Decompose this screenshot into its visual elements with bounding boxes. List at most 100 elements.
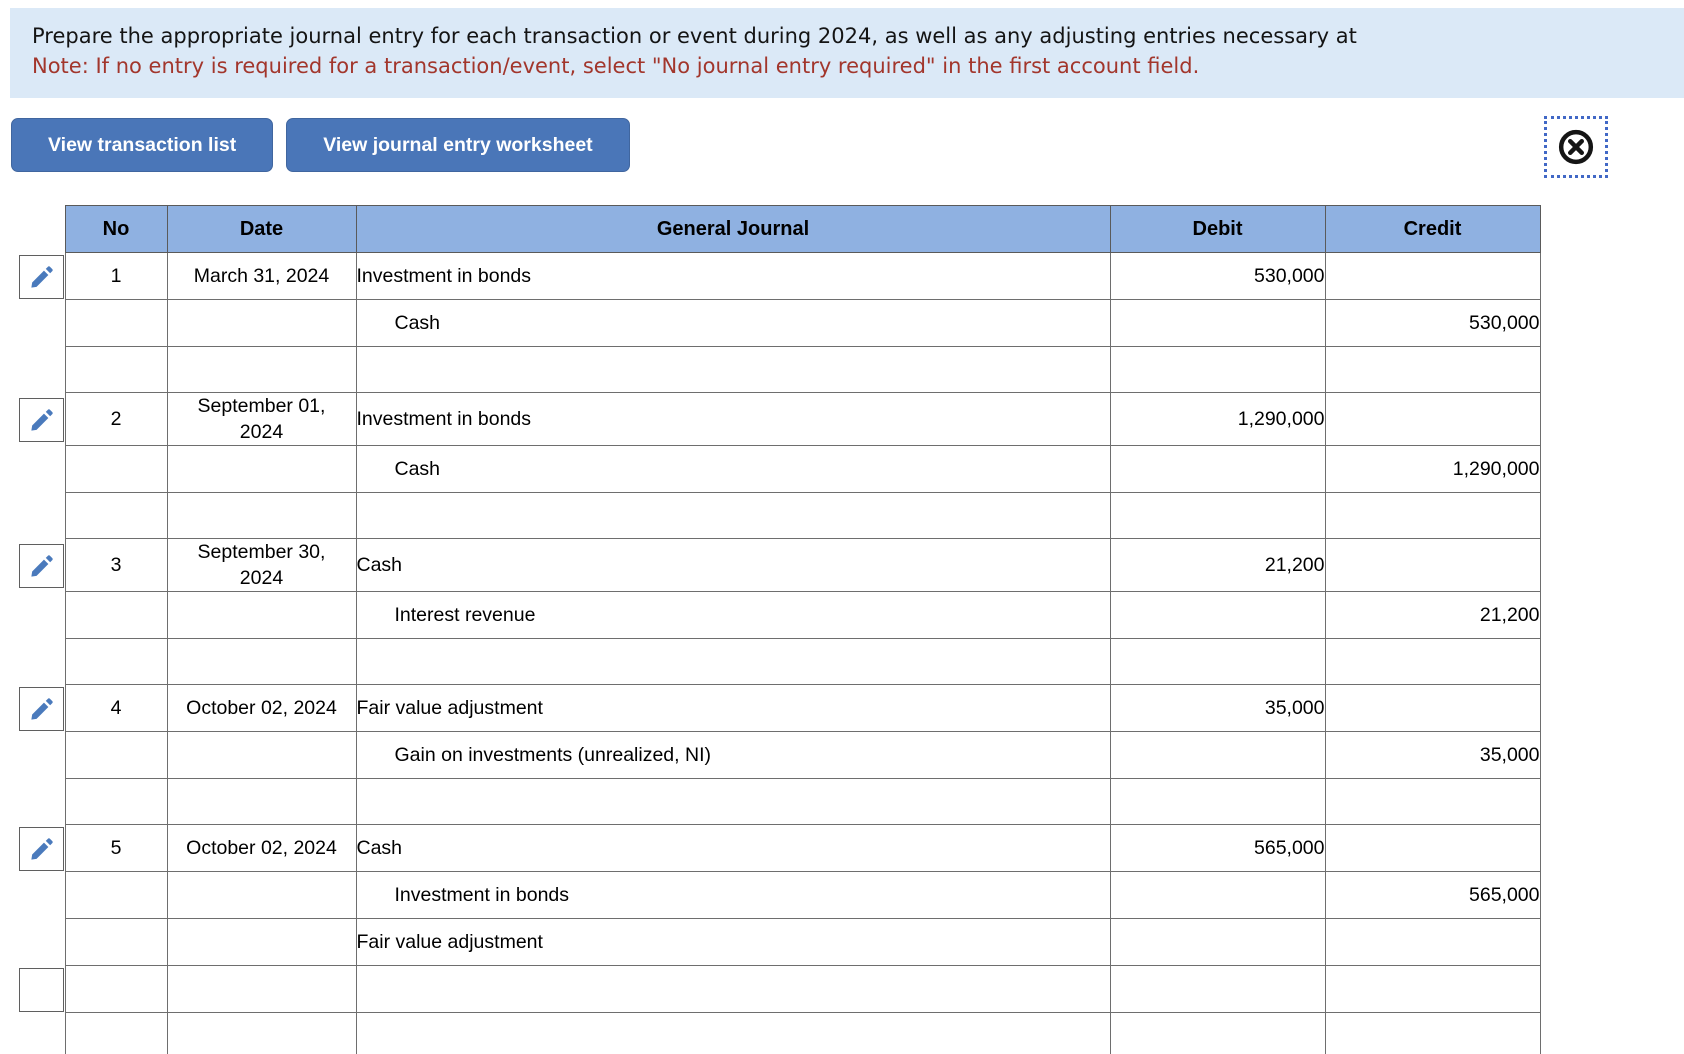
account-cell: Cash bbox=[355, 445, 1111, 493]
entry-date bbox=[166, 445, 357, 493]
empty-cell bbox=[64, 492, 168, 539]
empty-cell bbox=[64, 346, 168, 393]
edit-entry-button[interactable] bbox=[19, 827, 64, 871]
empty-cell bbox=[1109, 1012, 1326, 1054]
entry-date: September 30, 2024 bbox=[166, 538, 357, 592]
header-date: Date bbox=[166, 205, 357, 253]
header-general-journal: General Journal bbox=[355, 205, 1111, 253]
table-row: 2 September 01, 2024 Investment in bonds… bbox=[19, 392, 1541, 446]
view-journal-entry-worksheet-button[interactable]: View journal entry worksheet bbox=[286, 118, 630, 172]
entry-date bbox=[166, 591, 357, 639]
gutter-cell bbox=[19, 252, 65, 300]
table-row: 4 October 02, 2024 Fair value adjustment… bbox=[19, 684, 1541, 732]
gutter-cell bbox=[19, 492, 65, 539]
header-no: No bbox=[64, 205, 168, 253]
debit-cell: 1,290,000 bbox=[1109, 392, 1326, 446]
account-cell: Investment in bonds bbox=[355, 871, 1111, 919]
edit-entry-button[interactable] bbox=[19, 544, 64, 588]
entry-no: 4 bbox=[64, 684, 168, 732]
debit-cell bbox=[1109, 299, 1326, 347]
empty-cell bbox=[355, 346, 1111, 393]
gutter-cell bbox=[19, 731, 65, 779]
debit-cell: 565,000 bbox=[1109, 824, 1326, 872]
gutter-cell bbox=[19, 824, 65, 872]
credit-cell: 21,200 bbox=[1324, 591, 1541, 639]
pencil-icon bbox=[31, 697, 53, 720]
gutter-cell bbox=[19, 299, 65, 347]
debit-cell bbox=[1109, 918, 1326, 966]
edit-entry-button[interactable] bbox=[19, 687, 64, 731]
credit-cell: 530,000 bbox=[1324, 299, 1541, 347]
account-cell: Cash bbox=[355, 299, 1111, 347]
account-cell: Cash bbox=[355, 824, 1111, 872]
empty-cell bbox=[64, 778, 168, 825]
empty-cell bbox=[1324, 1012, 1541, 1054]
entry-date bbox=[166, 871, 357, 919]
empty-cell bbox=[64, 965, 168, 1013]
spacer-row bbox=[19, 638, 1541, 685]
account-cell: Interest revenue bbox=[355, 591, 1111, 639]
entry-no bbox=[64, 445, 168, 493]
header-credit: Credit bbox=[1324, 205, 1541, 253]
account-cell: Fair value adjustment bbox=[355, 918, 1111, 966]
pencil-icon bbox=[31, 408, 53, 431]
circle-x-icon bbox=[1558, 129, 1594, 165]
table-row: Cash 530,000 bbox=[19, 299, 1541, 347]
gutter-cell bbox=[19, 445, 65, 493]
gutter-cell bbox=[19, 205, 65, 253]
empty-cell bbox=[355, 1012, 1111, 1054]
instruction-text: Prepare the appropriate journal entry fo… bbox=[32, 24, 1357, 48]
instruction-banner: Prepare the appropriate journal entry fo… bbox=[10, 8, 1684, 98]
pencil-icon bbox=[31, 554, 53, 577]
entry-no: 5 bbox=[64, 824, 168, 872]
edit-entry-button[interactable] bbox=[19, 255, 64, 299]
empty-cell bbox=[166, 492, 357, 539]
table-row: 5 October 02, 2024 Cash 565,000 bbox=[19, 824, 1541, 872]
empty-cell bbox=[1324, 638, 1541, 685]
debit-cell: 21,200 bbox=[1109, 538, 1326, 592]
close-button[interactable] bbox=[1544, 116, 1608, 178]
empty-cell bbox=[355, 965, 1111, 1013]
spacer-row bbox=[19, 778, 1541, 825]
entry-date: October 02, 2024 bbox=[166, 684, 357, 732]
table-row: Investment in bonds 565,000 bbox=[19, 871, 1541, 919]
entry-no bbox=[64, 918, 168, 966]
table-row bbox=[19, 965, 1541, 1013]
debit-cell bbox=[1109, 731, 1326, 779]
empty-cell bbox=[166, 1012, 357, 1054]
credit-cell bbox=[1324, 392, 1541, 446]
table-row: Fair value adjustment bbox=[19, 918, 1541, 966]
entry-no bbox=[64, 299, 168, 347]
partial-row bbox=[19, 1012, 1541, 1054]
account-cell: Fair value adjustment bbox=[355, 684, 1111, 732]
gutter-cell bbox=[19, 346, 65, 393]
header-debit: Debit bbox=[1109, 205, 1326, 253]
debit-cell bbox=[1109, 871, 1326, 919]
gutter-cell bbox=[19, 778, 65, 825]
empty-edit-box bbox=[19, 968, 64, 1012]
debit-cell: 530,000 bbox=[1109, 252, 1326, 300]
empty-cell bbox=[64, 638, 168, 685]
pencil-icon bbox=[31, 837, 53, 860]
credit-cell bbox=[1324, 538, 1541, 592]
empty-cell bbox=[166, 778, 357, 825]
view-transaction-list-button[interactable]: View transaction list bbox=[11, 118, 274, 172]
pencil-icon bbox=[31, 265, 53, 288]
gutter-cell bbox=[19, 591, 65, 639]
empty-cell bbox=[355, 778, 1111, 825]
credit-cell: 1,290,000 bbox=[1324, 445, 1541, 493]
gutter-cell bbox=[19, 538, 65, 592]
empty-cell bbox=[1324, 778, 1541, 825]
spacer-row bbox=[19, 346, 1541, 393]
debit-cell bbox=[1109, 591, 1326, 639]
spacer-row bbox=[19, 492, 1541, 539]
empty-cell bbox=[355, 492, 1111, 539]
empty-cell bbox=[64, 1012, 168, 1054]
gutter-cell bbox=[19, 918, 65, 966]
table-header-row: No Date General Journal Debit Credit bbox=[19, 205, 1541, 253]
empty-cell bbox=[1109, 965, 1326, 1013]
edit-entry-button[interactable] bbox=[19, 398, 64, 442]
empty-cell bbox=[1109, 778, 1326, 825]
gutter-cell bbox=[19, 684, 65, 732]
